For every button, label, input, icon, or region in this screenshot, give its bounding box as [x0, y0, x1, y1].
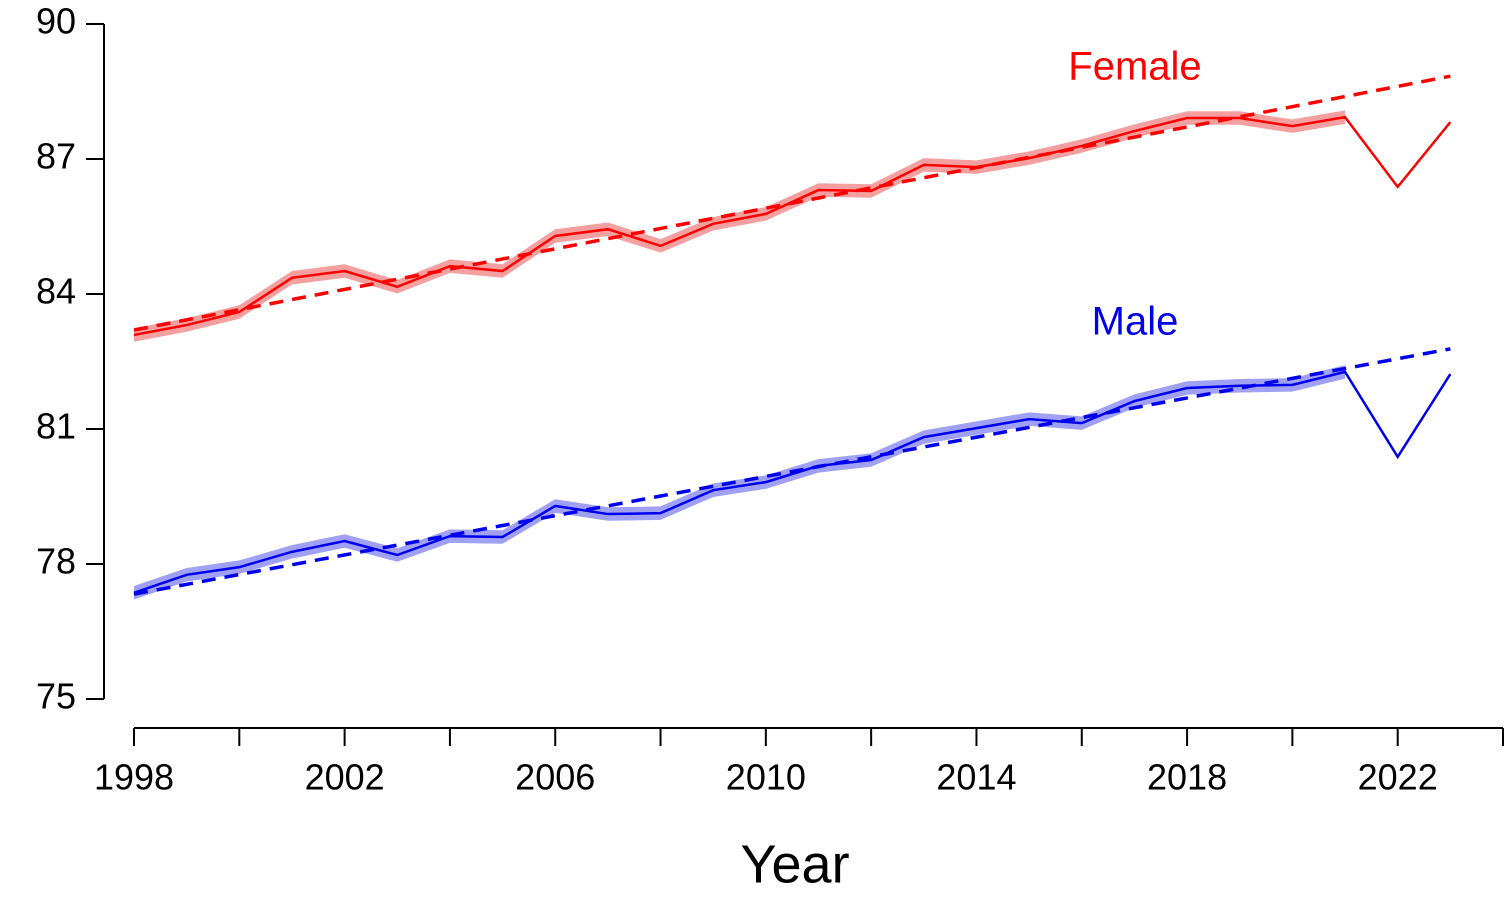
y-tick-label: 81 [36, 406, 76, 447]
x-tick-label: 2018 [1147, 757, 1227, 798]
series-line [133, 115, 1452, 337]
series-label: Male [1092, 299, 1179, 343]
x-tick-label: 1998 [94, 757, 174, 798]
trend-line [133, 347, 1451, 596]
x-tick-label: 2006 [515, 757, 595, 798]
y-tick-label: 75 [36, 676, 76, 717]
y-tick-label: 84 [36, 271, 76, 312]
x-tick-label: 2010 [726, 757, 806, 798]
y-tick-label: 87 [36, 136, 76, 177]
confidence-band [134, 365, 1346, 600]
y-tick-label: 90 [36, 1, 76, 42]
y-tick-label: 78 [36, 541, 76, 582]
x-axis-label: Year [740, 834, 849, 894]
series-line [133, 370, 1452, 594]
x-tick-label: 2014 [936, 757, 1016, 798]
x-tick-label: 2002 [305, 757, 385, 798]
series-label: Female [1068, 45, 1201, 89]
x-tick-label: 2022 [1358, 757, 1438, 798]
